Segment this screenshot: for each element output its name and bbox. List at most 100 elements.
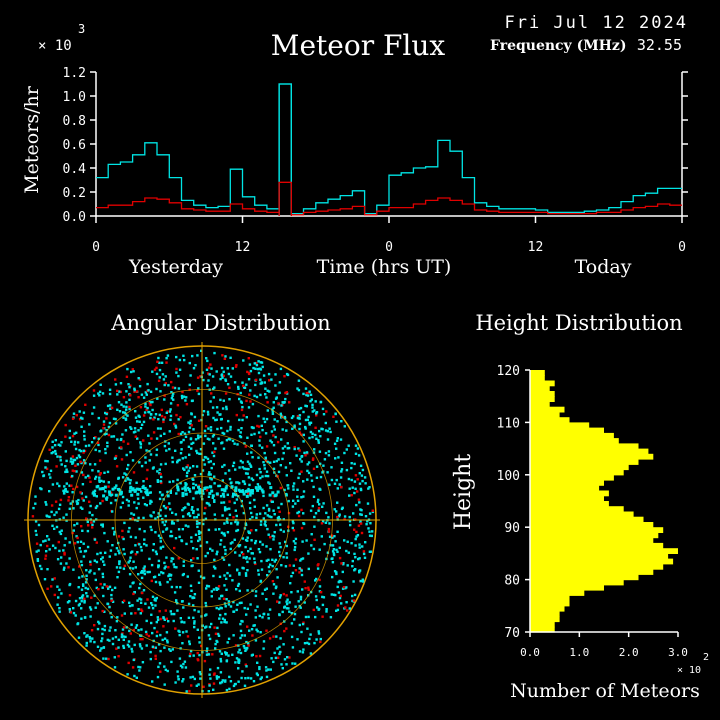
angular-meteor-point bbox=[294, 537, 298, 541]
angular-meteor-point bbox=[333, 442, 337, 445]
angular-meteor-point bbox=[100, 647, 103, 650]
angular-meteor-point bbox=[79, 491, 82, 494]
angular-meteor-point bbox=[313, 641, 316, 645]
angular-meteor-point bbox=[245, 494, 249, 498]
angular-meteor-point bbox=[188, 453, 191, 456]
angular-meteor-point bbox=[226, 521, 229, 524]
angular-meteor-point bbox=[274, 384, 277, 387]
angular-meteor-point bbox=[265, 470, 269, 473]
angular-meteor-point bbox=[312, 547, 316, 551]
angular-meteor-point bbox=[185, 396, 188, 399]
angular-meteor-point bbox=[371, 509, 374, 512]
angular-meteor-point bbox=[286, 656, 289, 659]
angular-meteor-point bbox=[114, 629, 117, 632]
angular-meteor-point bbox=[53, 593, 56, 597]
angular-meteor-point bbox=[121, 529, 124, 533]
angular-meteor-point bbox=[67, 496, 71, 499]
angular-meteor-point bbox=[276, 576, 279, 579]
angular-meteor-point bbox=[321, 407, 325, 411]
angular-meteor-point bbox=[173, 565, 176, 569]
angular-meteor-point bbox=[110, 616, 113, 619]
angular-meteor-point bbox=[57, 540, 60, 544]
angular-meteor-point bbox=[190, 684, 193, 687]
angular-meteor-point bbox=[154, 580, 158, 584]
angular-meteor-point bbox=[107, 433, 111, 437]
angular-meteor-point bbox=[175, 599, 178, 602]
angular-meteor-point bbox=[151, 549, 155, 552]
angular-meteor-point bbox=[223, 534, 226, 537]
angular-meteor-point bbox=[315, 437, 318, 440]
angular-meteor-point bbox=[306, 478, 309, 481]
angular-meteor-point bbox=[117, 549, 120, 552]
flux-series-line-1 bbox=[96, 181, 682, 216]
angular-meteor-point bbox=[56, 585, 59, 588]
angular-meteor-point bbox=[246, 489, 250, 493]
angular-meteor-point bbox=[181, 528, 184, 531]
angular-meteor-point bbox=[72, 507, 75, 510]
angular-meteor-point bbox=[83, 434, 86, 438]
angular-meteor-point bbox=[248, 501, 252, 504]
angular-meteor-point bbox=[213, 482, 216, 485]
angular-meteor-point bbox=[251, 634, 254, 637]
angular-meteor-point bbox=[127, 504, 130, 507]
angular-meteor-point bbox=[353, 593, 357, 597]
height-y-tick-label: 90 bbox=[504, 521, 520, 536]
frequency-label: Frequency (MHz) bbox=[490, 38, 627, 54]
angular-meteor-point bbox=[242, 511, 245, 515]
angular-meteor-point bbox=[59, 562, 63, 565]
angular-meteor-point bbox=[238, 482, 241, 485]
angular-meteor-point bbox=[343, 425, 346, 428]
angular-meteor-point bbox=[263, 451, 266, 455]
angular-meteor-point bbox=[181, 573, 185, 577]
angular-meteor-point bbox=[199, 677, 202, 680]
angular-meteor-point bbox=[305, 451, 309, 454]
angular-meteor-point bbox=[184, 482, 187, 485]
angular-meteor-point bbox=[280, 663, 283, 666]
angular-meteor-point bbox=[176, 404, 180, 407]
angular-meteor-point bbox=[263, 420, 267, 424]
angular-meteor-point bbox=[130, 612, 133, 615]
angular-meteor-point bbox=[35, 533, 38, 536]
angular-meteor-point bbox=[323, 458, 327, 461]
angular-meteor-point bbox=[251, 456, 254, 459]
angular-meteor-point bbox=[257, 573, 260, 576]
angular-meteor-point bbox=[247, 487, 250, 491]
angular-meteor-point bbox=[303, 642, 307, 645]
angular-meteor-point bbox=[225, 484, 228, 488]
angular-meteor-point bbox=[215, 552, 218, 556]
angular-meteor-point bbox=[151, 645, 155, 648]
height-bar bbox=[530, 532, 659, 539]
angular-meteor-point bbox=[212, 673, 216, 676]
angular-meteor-point bbox=[359, 464, 363, 467]
angular-meteor-point bbox=[320, 427, 323, 430]
angular-meteor-point bbox=[319, 637, 322, 641]
angular-meteor-point bbox=[350, 466, 353, 470]
angular-meteor-point bbox=[34, 520, 38, 523]
angular-meteor-point bbox=[171, 460, 174, 464]
angular-meteor-point bbox=[260, 381, 263, 384]
angular-meteor-point bbox=[290, 612, 293, 615]
angular-meteor-point bbox=[357, 524, 361, 527]
angular-meteor-point bbox=[248, 489, 252, 493]
angular-meteor-point bbox=[129, 384, 132, 387]
angular-meteor-point bbox=[105, 657, 108, 660]
angular-meteor-point bbox=[196, 525, 199, 529]
angular-meteor-point bbox=[193, 593, 197, 596]
angular-meteor-point bbox=[338, 596, 342, 600]
angular-meteor-point bbox=[147, 434, 150, 437]
angular-meteor-point bbox=[329, 544, 332, 547]
angular-meteor-point bbox=[137, 396, 140, 399]
angular-meteor-point bbox=[190, 559, 193, 562]
flux-y-tick-label: 0.0 bbox=[63, 210, 86, 225]
angular-meteor-point bbox=[38, 564, 42, 568]
angular-meteor-point bbox=[306, 627, 309, 630]
angular-meteor-point bbox=[173, 386, 177, 390]
angular-meteor-point bbox=[307, 415, 310, 419]
angular-meteor-point bbox=[229, 375, 233, 378]
angular-meteor-point bbox=[268, 379, 271, 382]
angular-meteor-point bbox=[213, 499, 216, 502]
flux-axis-ticks: 0.00.20.40.60.81.01.20 12 0 12 0 bbox=[63, 66, 688, 255]
angular-meteor-point bbox=[108, 404, 112, 407]
height-y-tick-label: 80 bbox=[504, 574, 520, 589]
angular-meteor-point bbox=[250, 433, 253, 436]
